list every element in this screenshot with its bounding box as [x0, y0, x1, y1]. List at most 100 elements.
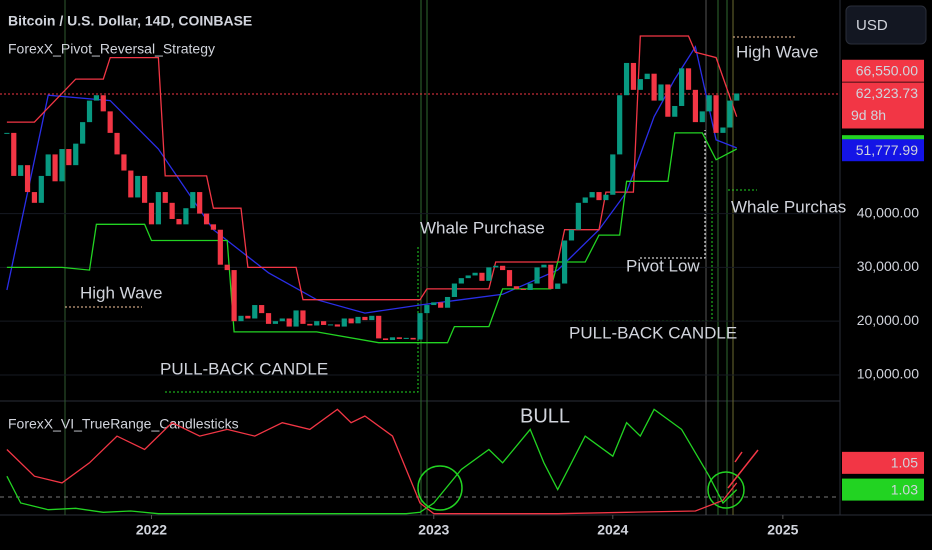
candle — [245, 315, 251, 319]
candle — [623, 62, 630, 96]
candle — [376, 315, 382, 339]
price-tag — [842, 451, 924, 474]
candle — [162, 192, 168, 203]
annotation: Pivot Low — [626, 256, 700, 275]
annotation: BULL — [520, 405, 570, 427]
indicator-title: ForexX_Pivot_Reversal_Strategy — [8, 41, 215, 57]
candle — [231, 270, 237, 322]
candle — [307, 323, 313, 326]
candle — [217, 229, 223, 265]
candle — [568, 229, 575, 241]
candle — [18, 165, 24, 176]
candle — [486, 267, 492, 281]
y-tick-label: 20,000.00 — [857, 312, 919, 328]
candle — [31, 192, 38, 203]
candle — [93, 95, 99, 101]
candle — [107, 111, 113, 133]
candle — [259, 305, 265, 314]
annotation: PULL-BACK CANDLE — [160, 359, 328, 378]
highlight-circle — [417, 465, 463, 511]
annotation: High Wave — [80, 283, 163, 302]
price-tag — [842, 59, 924, 82]
candle — [334, 324, 340, 327]
currency-button[interactable] — [845, 5, 927, 45]
candle — [596, 192, 602, 201]
indicator-title: ForexX_VI_TrueRange_Candlesticks — [8, 416, 239, 432]
y-tick-label: 30,000.00 — [857, 258, 919, 274]
candle — [548, 264, 554, 289]
price-tag-label: 51,777.99 — [856, 142, 918, 158]
indicator-line — [6, 45, 737, 314]
candle — [630, 62, 637, 90]
candle — [197, 192, 203, 214]
candle — [224, 264, 230, 271]
candle — [389, 337, 396, 341]
x-tick-label: 2022 — [136, 522, 167, 538]
candle — [38, 175, 44, 203]
candle — [438, 302, 444, 308]
candle — [520, 288, 526, 290]
y-tick-label: 10,000.00 — [857, 366, 919, 382]
candle — [603, 194, 609, 201]
candle — [190, 192, 196, 209]
x-tick-label: 2024 — [597, 522, 628, 538]
candle — [706, 95, 712, 112]
candle — [52, 154, 58, 182]
annotation: Whale Purchas — [731, 197, 846, 216]
price-tag — [842, 478, 924, 501]
candle — [59, 149, 65, 182]
candle — [176, 218, 182, 225]
candle — [451, 283, 458, 297]
candle — [679, 68, 685, 106]
candle — [692, 89, 699, 123]
candle — [410, 337, 416, 340]
candle — [637, 79, 643, 90]
candle — [73, 143, 79, 166]
candle — [431, 302, 437, 306]
candle — [644, 73, 650, 80]
candle — [341, 318, 347, 327]
candle — [293, 310, 299, 327]
candle — [665, 84, 671, 117]
highlight-circle — [707, 471, 745, 509]
candle — [444, 296, 451, 308]
candle — [424, 305, 430, 314]
candle — [272, 321, 279, 324]
candle — [382, 338, 389, 341]
x-tick-label: 2023 — [418, 522, 449, 538]
x-tick-label: 2025 — [767, 522, 798, 538]
candle — [685, 68, 692, 90]
candle — [369, 315, 375, 321]
indicator-line — [6, 408, 738, 515]
y-tick-label: 40,000.00 — [857, 204, 919, 220]
price-tag-label: 62,323.73 — [856, 85, 918, 101]
candle — [4, 132, 10, 134]
candle — [479, 272, 485, 281]
vertical-markers — [64, 0, 734, 515]
candle — [183, 208, 189, 225]
candle — [362, 316, 368, 321]
candle — [672, 105, 678, 117]
candle — [465, 275, 471, 279]
guide — [165, 245, 419, 393]
price-tag-label: 1.03 — [891, 481, 918, 497]
candle — [45, 154, 51, 176]
candle — [589, 192, 595, 198]
candle — [534, 267, 540, 284]
price-tag-label: 66,550.00 — [856, 62, 918, 78]
guide — [640, 130, 706, 259]
candle — [128, 170, 134, 198]
candle — [252, 305, 258, 319]
currency: USD — [856, 17, 888, 34]
countdown: 9d 8h — [851, 107, 886, 123]
price-tag — [842, 139, 924, 162]
candle — [561, 240, 568, 284]
candle — [121, 154, 127, 171]
candle — [575, 202, 581, 230]
candle — [24, 165, 31, 193]
candle — [210, 224, 217, 230]
candle — [279, 318, 285, 322]
candle — [314, 321, 320, 326]
